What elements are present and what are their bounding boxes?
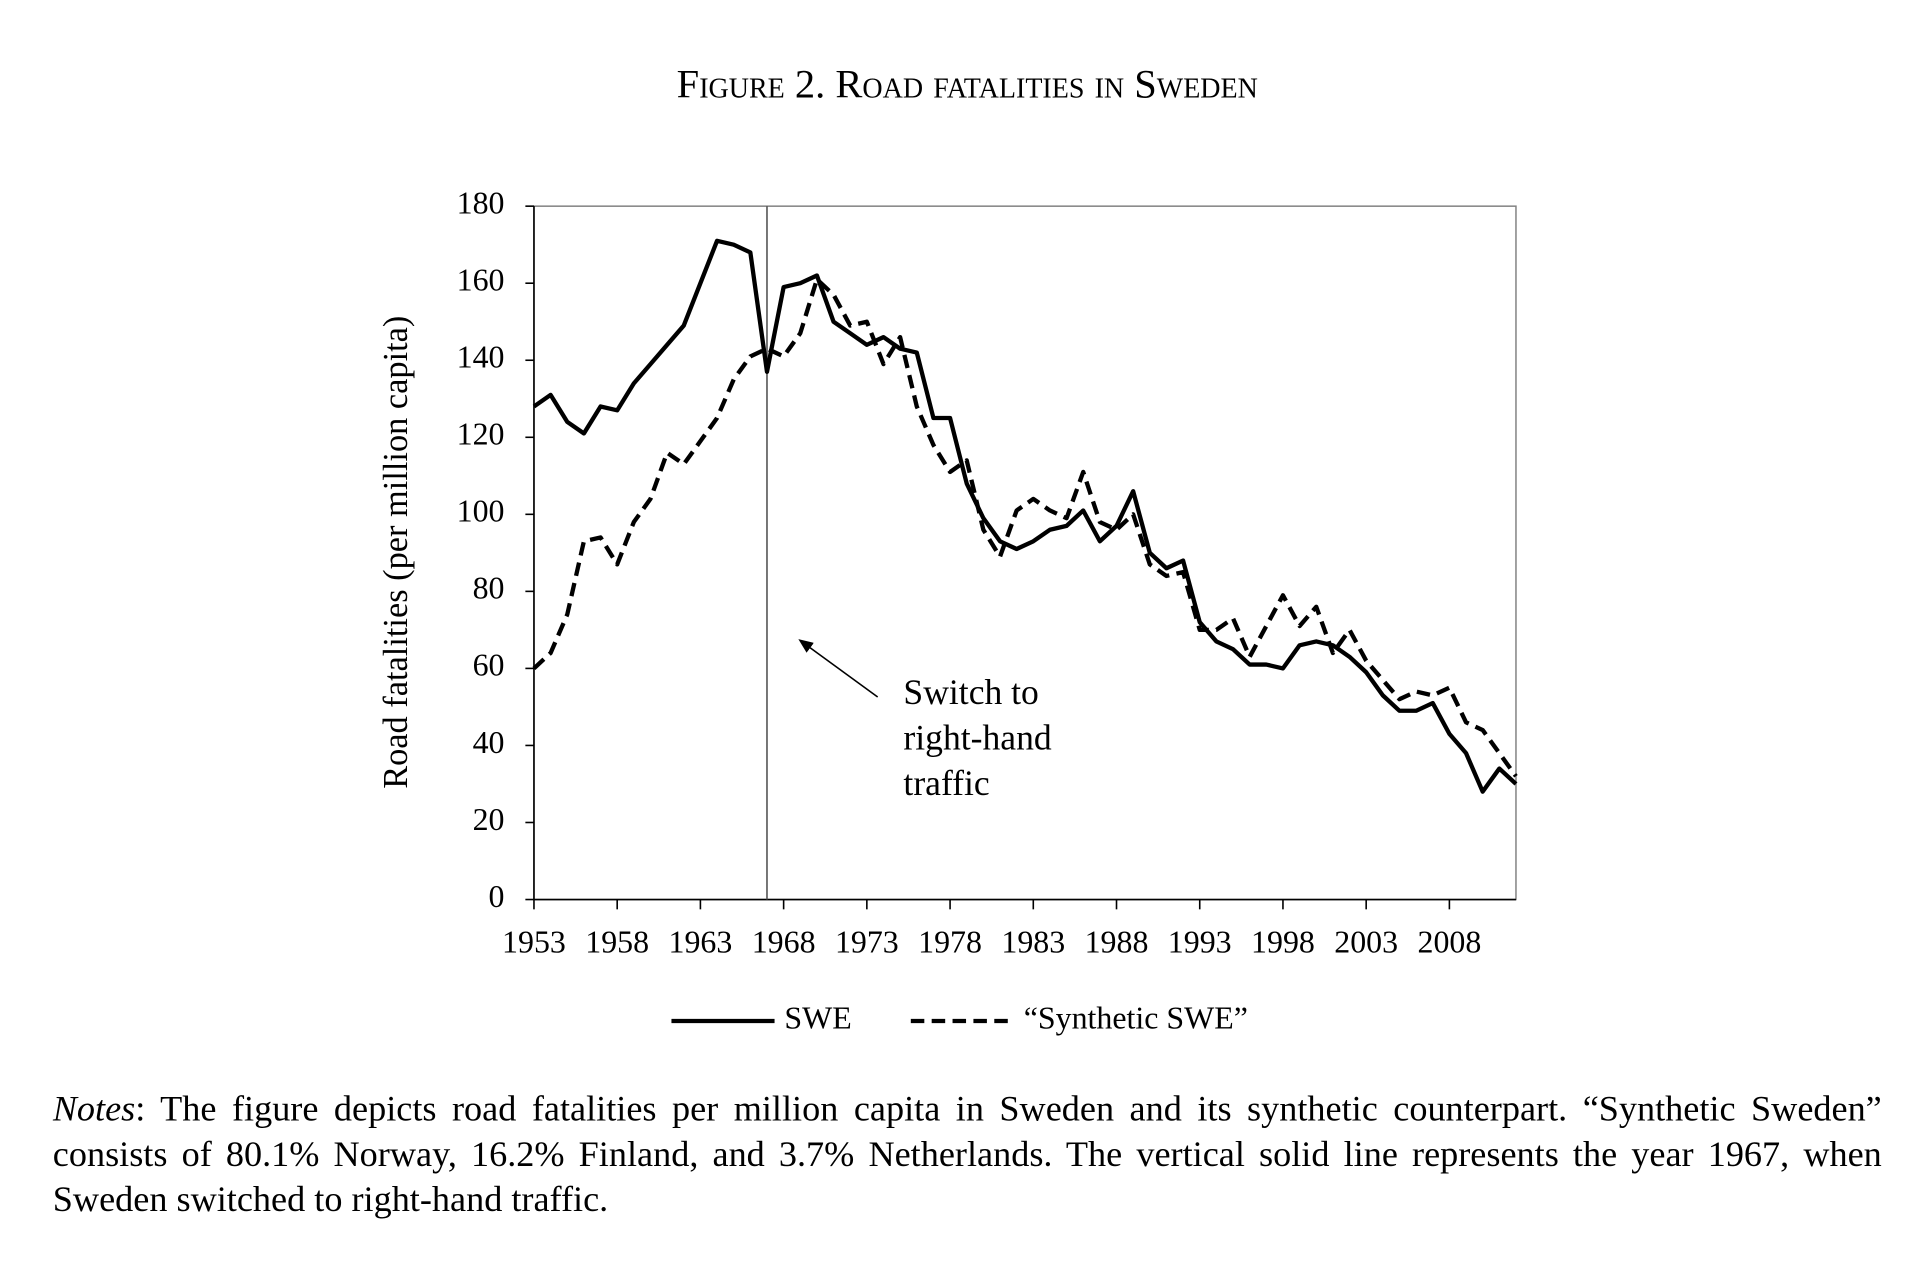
y-axis-label: Road fatalities (per million capita) [377,316,415,789]
x-tick-label: 1983 [1001,924,1065,959]
x-tick-label: 1953 [502,924,566,959]
x-tick-label: 1998 [1251,924,1315,959]
annotation: right-hand [903,717,1051,757]
annotation: traffic [903,763,989,803]
annotation: Switch to [903,672,1038,712]
x-tick-label: 1988 [1085,924,1149,959]
notes-text: : The figure depicts road fatalities per… [52,1089,1882,1220]
legend-label: SWE [784,1000,851,1035]
x-tick-label: 1963 [668,924,732,959]
x-tick-label: 1958 [585,924,649,959]
plot-frame [533,205,1517,901]
notes-box: Notes: The figure depicts road fatalitie… [53,1087,1882,1223]
x-tick-label: 2003 [1334,924,1398,959]
annotation-arrow [798,639,879,698]
y-tick-label: 60 [473,648,505,683]
notes: Notes: The figure depicts road fatalitie… [53,1087,1882,1223]
y-tick-label: 120 [457,417,505,452]
y-tick-label: 100 [457,494,505,529]
x-tick-label: 1978 [918,924,982,959]
y-tick-label: 140 [457,340,505,375]
y-tick-label: 20 [473,802,505,837]
x-tick-label: 2008 [1417,924,1481,959]
legend-label: “Synthetic SWE” [1024,1000,1248,1035]
chart-title: Figure 2. Road fatalities in Sweden [677,62,1258,107]
y-tick-label: 180 [457,185,505,220]
x-tick-label: 1993 [1168,924,1232,959]
y-tick-label: 80 [473,571,505,606]
y-tick-label: 40 [473,725,505,760]
notes-label: Notes [52,1089,136,1130]
series-line [532,277,1518,778]
x-tick-label: 1968 [752,924,816,959]
series-line [532,238,1518,794]
y-tick-label: 160 [457,263,505,298]
y-tick-label: 0 [489,879,505,914]
x-tick-label: 1973 [835,924,899,959]
